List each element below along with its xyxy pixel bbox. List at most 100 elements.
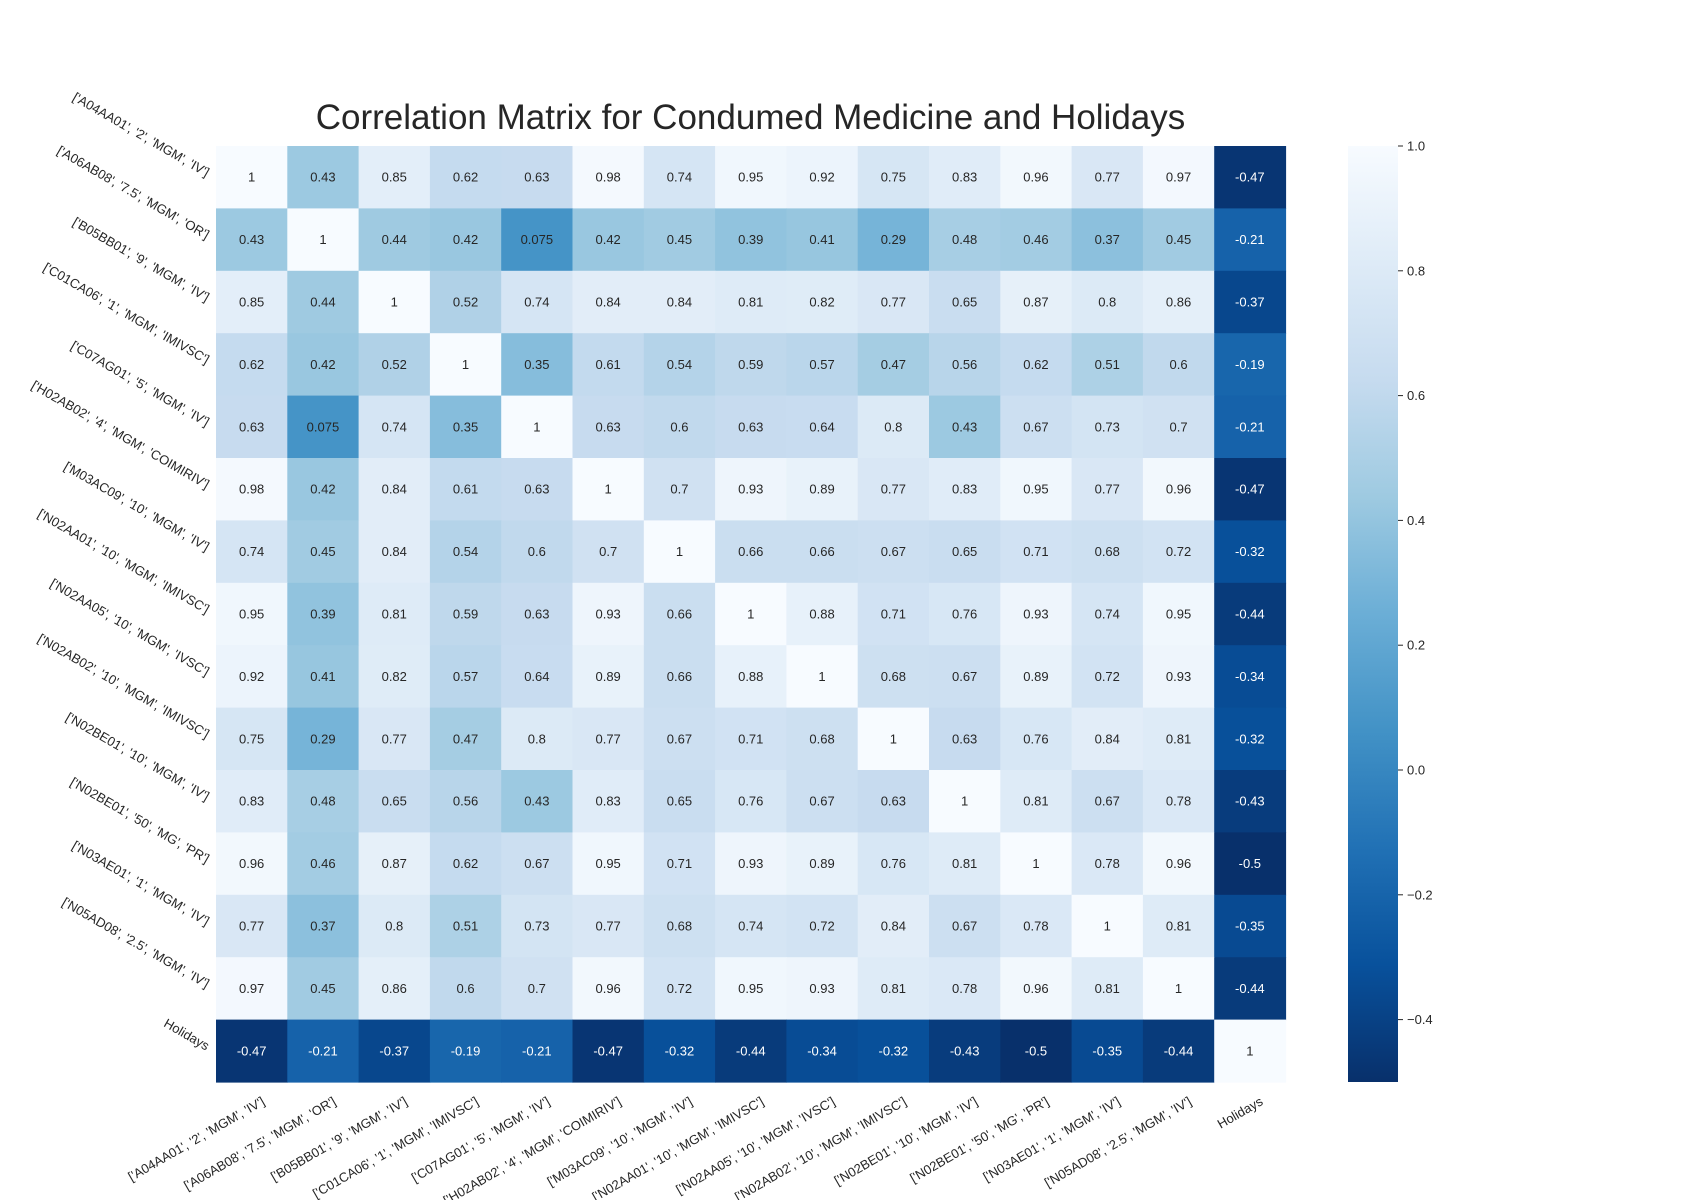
cell-value-label: 0.51 — [1095, 357, 1120, 372]
heatmap-cell — [643, 395, 716, 459]
colorbar-tick-label: 0.6 — [1407, 388, 1425, 403]
cell-value-label: 0.85 — [239, 295, 264, 310]
cell-value-label: 0.81 — [738, 295, 763, 310]
heatmap-cell — [1071, 770, 1144, 833]
cell-value-label: 0.075 — [307, 419, 340, 434]
cell-value-label: 0.72 — [1166, 544, 1191, 559]
heatmap-cell — [1000, 520, 1073, 584]
cell-value-label: 0.96 — [1166, 482, 1191, 497]
cell-value-label: 0.67 — [1023, 419, 1048, 434]
cell-value-label: 1 — [1175, 981, 1182, 996]
heatmap-cell — [1000, 270, 1073, 334]
heatmap-cell — [429, 770, 502, 833]
cell-value-label: 0.93 — [738, 482, 763, 497]
heatmap-cell — [358, 832, 431, 896]
heatmap-cell — [572, 333, 645, 397]
cell-value-label: 0.59 — [738, 357, 763, 372]
heatmap-cell — [287, 520, 360, 584]
cell-value-label: 0.67 — [524, 856, 549, 871]
heatmap-cell — [501, 832, 574, 896]
cell-value-label: 0.81 — [1166, 731, 1191, 746]
heatmap-cell — [857, 645, 930, 709]
heatmap-cells: 1 0.43 0.85 0.62 0.63 0.98 0.74 0.95 0.92 0.75 0.8… — [216, 146, 1287, 1083]
cell-value-label: 0.39 — [310, 607, 335, 622]
heatmap-cell — [358, 1019, 431, 1083]
heatmap-cell — [429, 957, 502, 1021]
heatmap-cell — [429, 458, 502, 521]
heatmap-cell — [786, 333, 859, 397]
cell-value-label: 0.84 — [382, 482, 407, 497]
y-tick-label: ['N02AA01', '10', 'MGM', 'IMIVSC'] — [35, 506, 212, 617]
cell-value-label: 0.66 — [809, 544, 834, 559]
heatmap-cell — [429, 270, 502, 334]
heatmap-cell — [429, 707, 502, 771]
heatmap-cell — [216, 770, 288, 833]
cell-value-label: 0.81 — [1023, 794, 1048, 809]
heatmap-cell — [572, 208, 645, 272]
heatmap-cell — [715, 770, 787, 833]
heatmap-cell — [857, 957, 930, 1021]
cell-value-label: 0.97 — [239, 981, 264, 996]
heatmap-cell — [1000, 208, 1073, 272]
cell-value-label: 0.64 — [524, 669, 549, 684]
heatmap-cell — [1000, 1019, 1073, 1083]
heatmap-cell — [1000, 645, 1073, 709]
cell-value-label: 0.62 — [453, 856, 478, 871]
heatmap-cell — [1214, 208, 1287, 272]
heatmap-cell — [216, 270, 288, 334]
heatmap-cell — [929, 520, 1001, 584]
heatmap-cell — [1071, 645, 1144, 709]
heatmap-cell — [1214, 395, 1287, 459]
cell-value-label: 0.75 — [239, 731, 264, 746]
cell-value-label: 0.65 — [952, 295, 977, 310]
cell-value-label: 0.65 — [667, 794, 692, 809]
cell-value-label: 0.6 — [1170, 357, 1188, 372]
cell-value-label: 0.95 — [738, 981, 763, 996]
cell-value-label: 0.76 — [952, 607, 977, 622]
heatmap-cell — [715, 832, 787, 896]
heatmap-cell — [929, 894, 1001, 958]
cell-value-label: 0.74 — [239, 544, 264, 559]
heatmap-cell — [715, 395, 787, 459]
y-tick-labels: ['A04AA01', '2', 'MGM', 'IV']['A06AB08',… — [29, 89, 212, 1053]
heatmap-cell — [429, 146, 502, 209]
cell-value-label: 0.67 — [809, 794, 834, 809]
heatmap-cell — [715, 957, 787, 1021]
heatmap-cell — [643, 645, 716, 709]
chart-title: Correlation Matrix for Condumed Medicine… — [315, 98, 1186, 137]
cell-value-label: 1 — [533, 419, 540, 434]
cell-value-label: 0.85 — [382, 170, 407, 185]
heatmap-cell — [501, 520, 574, 584]
heatmap-cell — [572, 395, 645, 459]
cell-value-label: 0.98 — [595, 170, 620, 185]
heatmap-cell — [1071, 957, 1144, 1021]
cell-value-label: -0.21 — [1235, 419, 1265, 434]
cell-value-label: 0.7 — [670, 482, 688, 497]
heatmap-cell — [715, 458, 787, 521]
heatmap-cell — [429, 208, 502, 272]
heatmap-cell — [1214, 520, 1287, 584]
heatmap-cell — [429, 582, 502, 646]
cell-value-label: 0.8 — [385, 919, 403, 934]
heatmap-cell — [1142, 832, 1215, 896]
heatmap-cell — [1214, 270, 1287, 334]
heatmap-cell — [1071, 333, 1144, 397]
cell-value-label: 0.81 — [881, 981, 906, 996]
cell-value-label: 0.39 — [738, 232, 763, 247]
heatmap-cell — [287, 208, 360, 272]
heatmap-cell — [1214, 1019, 1287, 1083]
cell-value-label: -0.47 — [1235, 482, 1265, 497]
x-tick-label: ['N02BE01', '50', 'MG', 'PR'] — [907, 1094, 1051, 1186]
heatmap-cell — [786, 146, 859, 209]
cell-value-label: 0.96 — [595, 981, 620, 996]
cell-value-label: 0.74 — [1095, 607, 1120, 622]
cell-value-label: 1 — [605, 482, 612, 497]
heatmap-cell — [287, 1019, 360, 1083]
heatmap-cell — [1142, 458, 1215, 521]
cell-value-label: 1 — [248, 170, 255, 185]
x-tick-label: Holidays — [1215, 1093, 1266, 1131]
heatmap-cell — [216, 520, 288, 584]
heatmap-cell — [429, 645, 502, 709]
heatmap-cell — [287, 957, 360, 1021]
heatmap-cell — [429, 395, 502, 459]
